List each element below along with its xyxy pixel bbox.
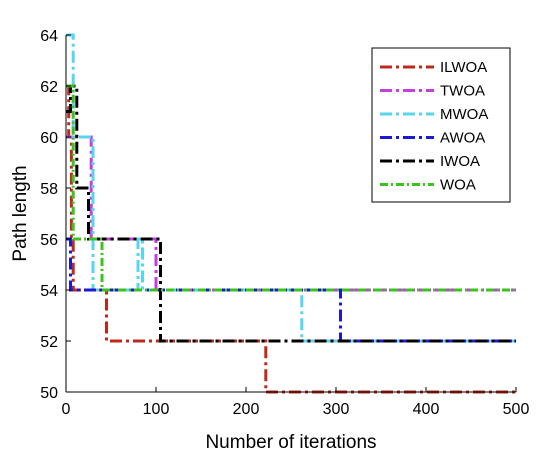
legend-item-woa: WOA xyxy=(380,177,476,194)
y-tick-label: 50 xyxy=(40,385,58,402)
y-tick-label: 62 xyxy=(40,79,58,96)
series-line-ilwoa xyxy=(66,84,516,394)
legend-item-twoa: TWOA xyxy=(380,83,485,100)
y-tick-label: 52 xyxy=(40,334,58,351)
y-tick-label: 56 xyxy=(40,232,58,249)
x-tick-label: 100 xyxy=(143,401,170,418)
y-tick-label: 60 xyxy=(40,130,58,147)
legend-label: IWOA xyxy=(440,153,480,170)
legend-item-awoa: AWOA xyxy=(380,130,485,147)
series-line-mwoa xyxy=(66,33,516,343)
legend-box xyxy=(371,47,511,203)
series-line-woa xyxy=(66,84,516,292)
y-axis: 50 52 54 56 58 60 62 64 xyxy=(40,28,71,402)
series-line-iwoa xyxy=(66,84,516,343)
legend-item-mwoa: MWOA xyxy=(380,106,488,123)
x-tick-label: 0 xyxy=(62,401,71,418)
y-axis-label: Path length xyxy=(10,165,31,261)
legend-label: WOA xyxy=(440,177,476,194)
x-axis-label: Number of iterations xyxy=(205,432,376,453)
y-tick-label: 58 xyxy=(40,181,58,198)
y-tick-label: 64 xyxy=(40,28,58,45)
y-tick-label: 54 xyxy=(40,283,58,300)
x-tick-label: 500 xyxy=(503,401,530,418)
x-tick-label: 200 xyxy=(233,401,260,418)
legend: ILWOA TWOA MWOA AWOA IWOA WOA xyxy=(371,47,511,203)
legend-label: AWOA xyxy=(440,130,485,147)
x-tick-label: 400 xyxy=(413,401,440,418)
legend-label: MWOA xyxy=(440,106,488,123)
legend-item-ilwoa: ILWOA xyxy=(380,59,487,76)
x-tick-label: 300 xyxy=(323,401,350,418)
legend-label: TWOA xyxy=(440,83,485,100)
legend-label: ILWOA xyxy=(440,59,487,76)
x-axis: 0 100 200 300 400 500 xyxy=(62,387,530,418)
legend-item-iwoa: IWOA xyxy=(380,153,480,170)
